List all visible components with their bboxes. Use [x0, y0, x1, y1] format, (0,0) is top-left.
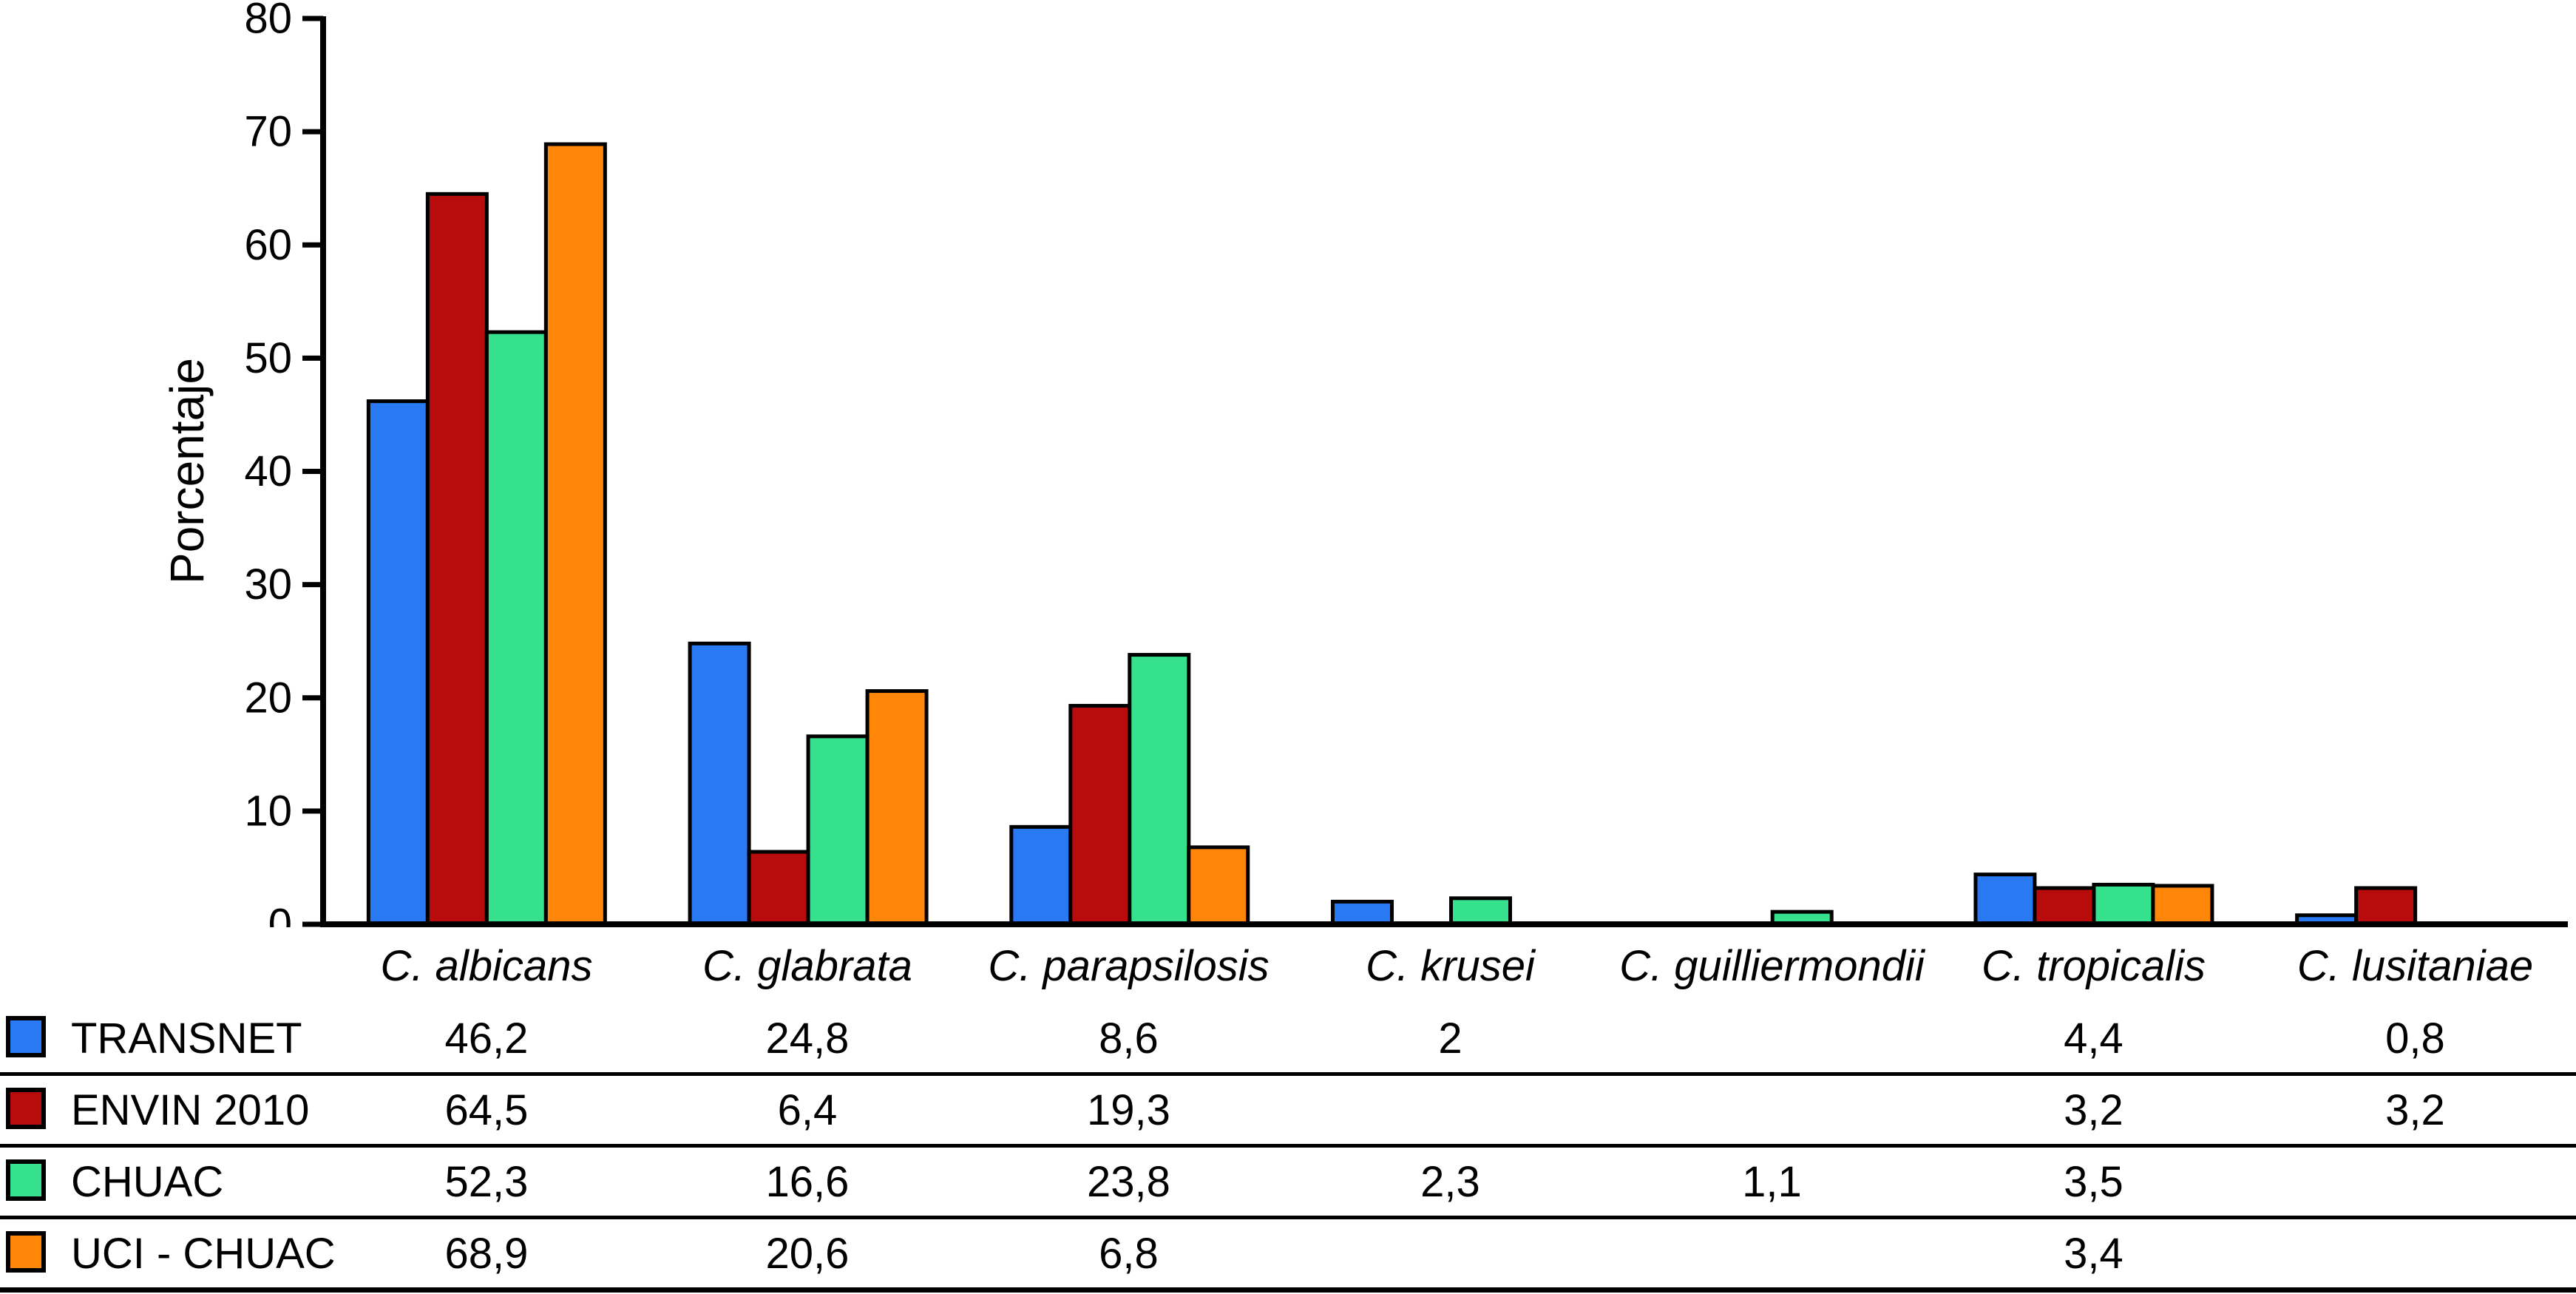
bar-transnet-4 — [1331, 899, 1394, 927]
y-tick-label: 40 — [244, 447, 292, 495]
legend-swatch-transnet — [6, 1015, 46, 1057]
table-row: CHUAC 52,3 16,6 23,8 2,3 1,1 3,5 — [0, 1145, 2576, 1219]
category-label: C. lusitaniae — [2297, 941, 2534, 990]
legend-swatch-envin-2010 — [6, 1087, 46, 1129]
bar-transnet-6 — [1973, 873, 2037, 927]
y-tick-label: 80 — [244, 0, 292, 43]
value-cell: 0,8 — [2254, 1004, 2576, 1076]
category-label: C. albicans — [380, 941, 593, 990]
y-tick-label: 10 — [244, 787, 292, 835]
value-cell: 68,9 — [326, 1217, 647, 1293]
value-cell: 64,5 — [326, 1074, 647, 1148]
table-row: UCI - CHUAC 68,9 20,6 6,8 3,4 — [0, 1217, 2576, 1293]
legend-swatch-chuac — [6, 1159, 46, 1201]
value-cell: 1,1 — [1611, 1145, 1933, 1219]
table-row: TRANSNET 46,2 24,8 8,6 2 4,4 0,8 — [0, 1004, 2576, 1076]
value-cell: 20,6 — [647, 1217, 968, 1293]
value-cell: 3,2 — [1933, 1074, 2254, 1148]
bar-chart-plot: 0 10 20 30 40 50 60 70 80 Porcentaje — [160, 0, 2568, 928]
y-tick-label: 70 — [244, 108, 292, 156]
value-cell — [2254, 1145, 2576, 1219]
value-cell — [1611, 1004, 1933, 1076]
value-cell: 4,4 — [1933, 1004, 2254, 1076]
bar-chuac-6 — [2092, 882, 2155, 927]
series-label: TRANSNET — [71, 1014, 302, 1063]
category-header-row: C. albicans C. glabrata C. parapsilosis … — [0, 927, 2576, 1004]
value-cell: 8,6 — [968, 1004, 1289, 1076]
table-row: ENVIN 2010 64,5 6,4 19,3 3,2 3,2 — [0, 1074, 2576, 1148]
bar-chuac-3 — [1128, 653, 1191, 927]
bar-envin-2010-3 — [1068, 703, 1132, 927]
bar-chuac-2 — [806, 734, 870, 927]
value-cell — [1611, 1217, 1933, 1293]
value-cell: 2,3 — [1289, 1145, 1611, 1219]
y-tick-label: 0 — [268, 901, 292, 928]
value-cell — [1611, 1074, 1933, 1148]
bar-chuac-1 — [484, 330, 548, 927]
value-cell: 52,3 — [326, 1145, 647, 1219]
y-tick-label: 20 — [244, 674, 292, 722]
bar-transnet-3 — [1009, 824, 1073, 927]
y-axis-title: Porcentaje — [160, 358, 214, 584]
bar-envin-2010-7 — [2354, 886, 2418, 927]
value-cell: 24,8 — [647, 1004, 968, 1076]
data-table: C. albicans C. glabrata C. parapsilosis … — [0, 927, 2576, 1293]
series-cell: ENVIN 2010 — [0, 1074, 326, 1148]
legend-swatch-uci-chuac — [6, 1230, 46, 1273]
value-cell: 19,3 — [968, 1074, 1289, 1148]
series-cell: UCI - CHUAC — [0, 1217, 336, 1293]
y-tick-label: 60 — [244, 221, 292, 269]
bar-uci-chuac-3 — [1187, 845, 1250, 927]
y-tick-label: 30 — [244, 560, 292, 609]
value-cell: 23,8 — [968, 1145, 1289, 1219]
category-label: C. tropicalis — [1982, 941, 2206, 990]
value-cell: 2 — [1289, 1004, 1611, 1076]
value-cell — [2254, 1217, 2576, 1293]
category-label: C. parapsilosis — [988, 941, 1270, 990]
category-label: C. krusei — [1366, 941, 1535, 990]
series-cell: TRANSNET — [0, 1004, 326, 1076]
table-corner-cell — [0, 927, 326, 1004]
value-cell: 6,4 — [647, 1074, 968, 1148]
series-label: CHUAC — [71, 1157, 224, 1206]
bar-envin-2010-2 — [747, 850, 810, 927]
series-label: ENVIN 2010 — [71, 1085, 310, 1134]
value-cell — [1289, 1074, 1611, 1148]
value-cell: 3,2 — [2254, 1074, 2576, 1148]
series-label: UCI - CHUAC — [71, 1229, 336, 1278]
category-label: C. glabrata — [702, 941, 912, 990]
bar-envin-2010-6 — [2033, 886, 2096, 927]
value-cell: 3,5 — [1933, 1145, 2254, 1219]
bar-uci-chuac-6 — [2151, 884, 2214, 927]
bar-transnet-1 — [366, 399, 430, 927]
bar-envin-2010-1 — [425, 192, 489, 927]
value-cell: 16,6 — [647, 1145, 968, 1219]
series-cell: CHUAC — [0, 1145, 326, 1219]
category-label: C. guilliermondii — [1619, 941, 1925, 990]
bar-transnet-2 — [688, 641, 751, 927]
value-cell: 46,2 — [326, 1004, 647, 1076]
value-cell: 6,8 — [968, 1217, 1289, 1293]
bar-uci-chuac-1 — [543, 142, 607, 927]
value-cell — [1289, 1217, 1611, 1293]
bar-uci-chuac-2 — [865, 689, 929, 927]
y-tick-label: 50 — [244, 334, 292, 382]
bar-chuac-4 — [1449, 896, 1512, 927]
value-cell: 3,4 — [1933, 1217, 2254, 1293]
